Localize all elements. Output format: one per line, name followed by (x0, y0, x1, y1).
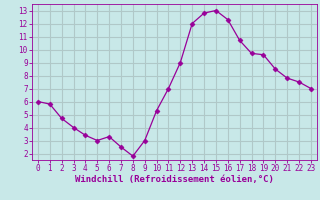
X-axis label: Windchill (Refroidissement éolien,°C): Windchill (Refroidissement éolien,°C) (75, 175, 274, 184)
